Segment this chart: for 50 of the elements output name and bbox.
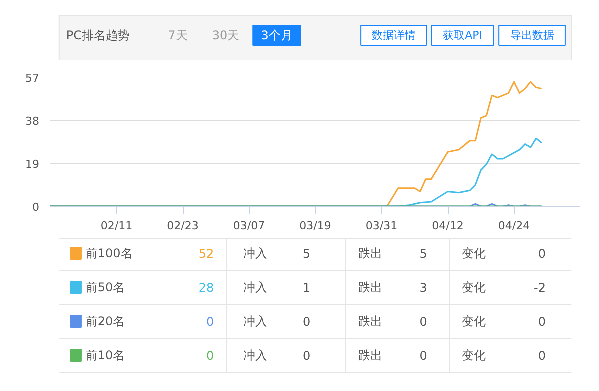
text: 0 <box>420 315 428 329</box>
legend-label: 前10名 <box>86 348 126 362</box>
text: -2 <box>534 281 546 295</box>
x-tick-label: 03/19 <box>300 220 332 232</box>
text: 数据详情 <box>372 29 416 42</box>
text: 跌出 <box>358 348 382 362</box>
legend-label: 前20名 <box>86 314 126 328</box>
text: 变化 <box>462 246 486 260</box>
text: 28 <box>198 281 214 295</box>
x-tick-label: 02/23 <box>167 220 199 232</box>
x-tick-label: 04/12 <box>432 220 464 232</box>
text: 5 <box>303 247 311 261</box>
y-tick-label: 19 <box>26 158 40 171</box>
text: 冲入 <box>243 314 268 328</box>
text: 变化 <box>462 348 486 362</box>
text: 0 <box>420 349 428 363</box>
text: 3个月 <box>261 28 293 42</box>
text: 冲入 <box>243 246 268 260</box>
text: 跌出 <box>358 246 382 260</box>
text: 获取API <box>443 29 483 42</box>
text: 7天 <box>168 28 188 42</box>
legend-label: 前100名 <box>86 246 133 260</box>
text: 导出数据 <box>510 29 554 42</box>
x-tick-label: 04/24 <box>498 220 530 232</box>
text: 0 <box>538 315 546 329</box>
y-tick-label: 38 <box>26 115 40 128</box>
text: 冲入 <box>243 348 268 362</box>
text: 变化 <box>462 314 486 328</box>
text: 0 <box>538 349 546 363</box>
text: 变化 <box>462 280 486 294</box>
text: 冲入 <box>243 280 268 294</box>
y-tick-label: 0 <box>32 201 40 214</box>
text: 0 <box>206 349 214 363</box>
text: 1 <box>303 281 311 295</box>
text: 0 <box>303 349 311 363</box>
legend-label: 前50名 <box>86 280 126 294</box>
chart-title: PC排名趋势 <box>66 28 130 42</box>
text: 0 <box>303 315 311 329</box>
text: 52 <box>198 247 214 261</box>
x-tick-label: 02/11 <box>100 220 133 232</box>
x-tick-label: 03/07 <box>233 220 266 232</box>
text: 跌出 <box>358 314 382 328</box>
text: 30天 <box>212 28 240 42</box>
x-tick-label: 03/31 <box>366 220 398 232</box>
y-tick-label: 57 <box>26 72 40 85</box>
text: 0 <box>206 315 214 329</box>
text: 0 <box>538 247 546 261</box>
text: 5 <box>420 247 428 261</box>
text: 跌出 <box>358 280 382 294</box>
text: 3 <box>420 281 428 295</box>
